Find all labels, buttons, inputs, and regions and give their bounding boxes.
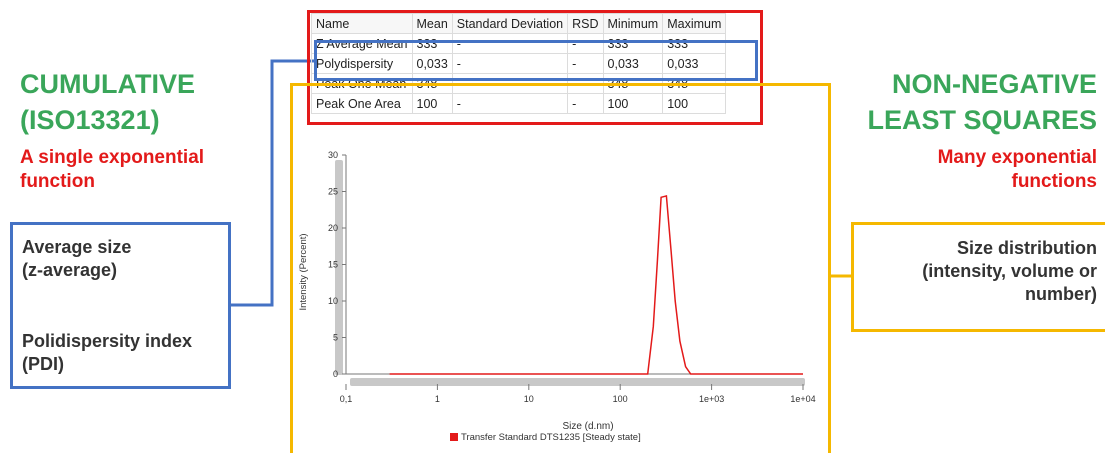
size-distribution-line2: (intensity, volume or — [922, 261, 1097, 281]
cumulative-subtitle-line2: function — [20, 171, 95, 192]
cumulative-title-line1: CUMULATIVE — [20, 69, 195, 99]
y-tick-label: 0 — [333, 369, 338, 379]
y-tick-label: 25 — [328, 187, 338, 197]
table-cell: 100 — [662, 93, 727, 114]
x-axis-label: Size (d.nm) — [562, 421, 613, 432]
vertical-scrollbar[interactable] — [335, 160, 343, 375]
x-tick-label: 1 — [435, 394, 440, 404]
table-header-row: Name Mean Standard Deviation RSD Minimum… — [311, 13, 727, 34]
x-ticks: 0,1 1 10 100 1e+03 1e+04 — [340, 384, 816, 404]
table-cell: 0,033 — [411, 53, 453, 74]
cumulative-title: CUMULATIVE (ISO13321) — [20, 66, 195, 138]
average-size-line1: Average size — [22, 237, 132, 257]
table-cell: 0,033 — [602, 53, 664, 74]
nnls-subtitle: Many exponential functions — [938, 146, 1097, 194]
nnls-title: NON-NEGATIVE LEAST SQUARES — [867, 66, 1097, 138]
size-distribution-line1: Size distribution — [956, 238, 1097, 258]
pdi-line2: (PDI) — [22, 354, 64, 374]
y-tick-label: 15 — [328, 260, 338, 270]
x-tick-label: 10 — [524, 394, 534, 404]
series-line — [389, 194, 803, 375]
chart-frame — [345, 155, 803, 375]
y-tick-label: 10 — [328, 296, 338, 306]
size-distribution-chart: 0 5 10 15 20 25 30 0,1 1 10 100 1e+03 1e+04 Size (d… — [298, 150, 816, 443]
nnls-title-line1: NON-NEGATIVE — [891, 69, 1097, 99]
cumulative-output-box — [10, 222, 231, 389]
y-tick-label: 30 — [328, 150, 338, 160]
legend-swatch — [450, 433, 458, 441]
y-tick-label: 20 — [328, 223, 338, 233]
col-min-header: Minimum — [602, 13, 664, 34]
table-highlight-blue — [314, 40, 758, 81]
x-tick-label: 1e+03 — [699, 394, 724, 404]
table-cell: - — [567, 93, 604, 114]
table-highlight-red — [307, 10, 763, 125]
table-row: Peak One Area 100 - - 100 100 — [311, 93, 727, 114]
horizontal-scrollbar[interactable] — [350, 378, 805, 386]
series-layer — [389, 194, 803, 375]
size-distribution-line3: number) — [1025, 284, 1097, 304]
cumulative-subtitle-line1: A single exponential — [20, 147, 205, 168]
x-tick-label: 0,1 — [340, 394, 353, 404]
nnls-subtitle-line2: functions — [1011, 171, 1098, 192]
nnls-output-box — [851, 222, 1105, 332]
nnls-subtitle-line1: Many exponential — [937, 147, 1097, 168]
col-max-header: Maximum — [662, 13, 727, 34]
blue-connector — [231, 59, 315, 307]
table-cell: 100 — [602, 93, 664, 114]
cumulative-subtitle: A single exponential function — [20, 146, 204, 194]
table-cell: Polydispersity — [311, 53, 413, 74]
col-sd-header: Standard Deviation — [451, 13, 569, 34]
cumulative-title-line2: (ISO13321) — [20, 105, 160, 135]
table-cell: 100 — [411, 93, 453, 114]
pdi-label: Polidispersity index (PDI) — [22, 330, 192, 376]
x-tick-label: 1e+04 — [790, 394, 815, 404]
y-ticks: 0 5 10 15 20 25 30 — [328, 150, 346, 379]
col-name-header: Name — [311, 13, 413, 34]
table-row: Z Average Mean 333 - - 333 333 — [311, 33, 727, 54]
y-axis-label: Intensity (Percent) — [298, 233, 309, 310]
average-size-label: Average size (z-average) — [22, 236, 131, 282]
col-mean-header: Mean — [411, 13, 453, 34]
y-tick-label: 5 — [333, 333, 338, 343]
average-size-line2: (z-average) — [22, 260, 118, 280]
table-cell: Peak One Area — [311, 93, 413, 114]
chart-highlight-amber — [290, 83, 831, 453]
size-distribution-label: Size distribution (intensity, volume or … — [922, 237, 1097, 306]
legend-label: Transfer Standard DTS1235 [Steady state] — [461, 432, 641, 443]
nnls-title-line2: LEAST SQUARES — [867, 105, 1097, 135]
pdi-line1: Polidispersity index — [22, 331, 193, 351]
x-tick-label: 100 — [613, 394, 628, 404]
